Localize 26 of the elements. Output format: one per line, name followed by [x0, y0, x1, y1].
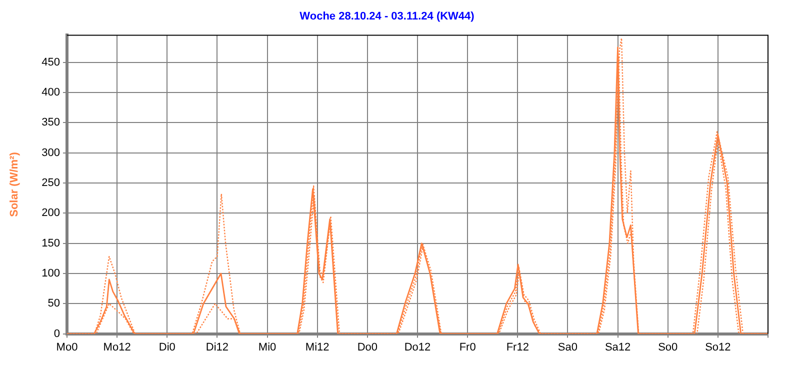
x-tick-label: Do12: [404, 341, 431, 354]
x-tick-label: Mo0: [56, 341, 78, 354]
x-tick-label: Sa12: [604, 341, 631, 354]
y-tick-label: 150: [42, 237, 60, 250]
x-tick-label: Fr0: [459, 341, 476, 354]
y-axis-title: Solar (W/m²): [8, 152, 21, 217]
x-tick-label: Di12: [206, 341, 229, 354]
x-tick-label: Mi0: [258, 341, 276, 354]
x-tick-label: Sa0: [558, 341, 578, 354]
y-tick-label: 300: [42, 146, 60, 159]
y-tick-label: 200: [42, 207, 60, 220]
y-tick-label: 350: [42, 116, 60, 129]
x-tick-label: So12: [705, 341, 731, 354]
chart-title: Woche 28.10.24 - 03.11.24 (KW44): [300, 10, 475, 23]
y-tick-label: 400: [42, 86, 60, 99]
x-tick-label: Di0: [158, 341, 176, 354]
y-tick-label: 0: [54, 328, 60, 340]
x-tick-label: Mo12: [103, 341, 131, 354]
x-tick-label: Mi12: [305, 341, 330, 354]
y-tick-label: 100: [42, 268, 60, 280]
x-tick-label: So0: [658, 341, 678, 354]
x-tick-label: Do0: [357, 341, 378, 354]
y-tick-label: 50: [48, 298, 60, 310]
x-tick-label: Fr12: [506, 341, 529, 354]
y-tick-label: 250: [42, 177, 60, 190]
y-tick-label: 450: [42, 56, 60, 68]
